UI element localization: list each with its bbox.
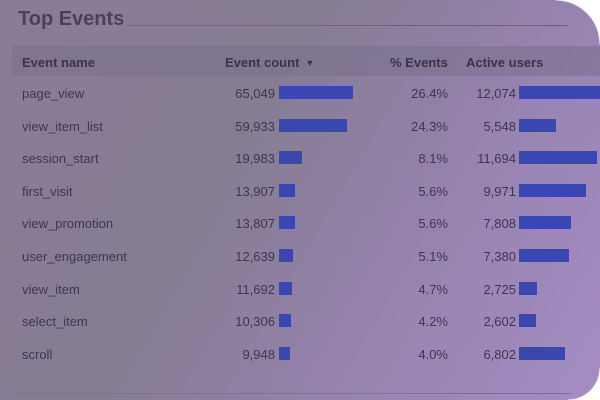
frame-corner: [556, 0, 600, 44]
active-users-cell: 12,074: [476, 86, 516, 101]
table-bottom-divider: [12, 393, 572, 394]
event-count-bar: [279, 281, 292, 295]
active-users-bar: [519, 118, 556, 132]
table-row[interactable]: view_promotion 13,807 5.6% 7,808: [0, 208, 600, 240]
event-name-cell: scroll: [22, 346, 53, 362]
event-name-cell: page_view: [22, 86, 85, 101]
active-users-bar: [519, 183, 586, 197]
pct-events-cell: 5.1%: [418, 249, 448, 264]
event-count-cell: 12,639: [235, 249, 275, 264]
event-count-cell: 13,907: [235, 183, 275, 199]
header-event-count[interactable]: Event count ▼: [225, 55, 314, 70]
event-count-cell: 19,983: [235, 151, 275, 167]
pct-events-cell: 5.6%: [418, 216, 448, 232]
pct-events-cell: 4.7%: [418, 281, 448, 297]
active-users-bar: [519, 151, 597, 165]
frame-corner: [568, 368, 600, 400]
pct-events-cell: 4.2%: [418, 314, 448, 330]
header-event-count-label: Event count: [225, 55, 300, 70]
event-name-cell: view_item: [22, 281, 80, 297]
table-row[interactable]: select_item 10,306 4.2% 2,602: [0, 306, 600, 338]
active-users-cell: 5,548: [483, 118, 516, 134]
event-count-cell: 10,306: [235, 314, 275, 330]
table-header: [12, 46, 600, 76]
active-users-cell: 6,802: [483, 346, 516, 362]
active-users-cell: 2,725: [483, 281, 516, 297]
table-row[interactable]: first_visit 13,907 5.6% 9,971: [0, 176, 600, 208]
event-count-bar: [279, 314, 291, 328]
event-count-cell: 59,933: [235, 118, 275, 134]
event-count-bar: [279, 346, 290, 360]
event-count-bar: [279, 249, 293, 262]
active-users-bar: [519, 86, 600, 99]
pct-events-cell: 5.6%: [418, 183, 448, 199]
event-count-bar: [279, 118, 347, 132]
event-count-bar: [279, 183, 295, 197]
active-users-cell: 9,971: [483, 183, 516, 199]
active-users-cell: 7,808: [483, 216, 516, 232]
event-count-cell: 11,692: [236, 281, 275, 297]
event-count-cell: 9,948: [242, 346, 275, 362]
sort-descending-icon: ▼: [305, 58, 315, 68]
event-count-bar: [279, 151, 302, 165]
pct-events-cell: 4.0%: [418, 346, 448, 362]
header-pct-events[interactable]: % Events: [390, 55, 448, 70]
table-row[interactable]: view_item_list 59,933 24.3% 5,548: [0, 111, 600, 143]
active-users-bar: [519, 216, 571, 230]
event-name-cell: select_item: [22, 314, 88, 330]
event-name-cell: user_engagement: [22, 249, 127, 264]
header-event-name[interactable]: Event name: [22, 55, 95, 70]
event-count-bar: [279, 216, 295, 230]
table-row[interactable]: scroll 9,948 4.0% 6,802: [0, 339, 600, 371]
active-users-cell: 2,602: [483, 314, 516, 330]
event-count-cell: 65,049: [235, 86, 275, 101]
event-name-cell: first_visit: [22, 183, 73, 199]
active-users-bar: [519, 346, 565, 360]
active-users-bar: [519, 281, 537, 295]
table-row[interactable]: session_start 19,983 8.1% 11,694: [0, 143, 600, 175]
active-users-cell: 7,380: [483, 249, 516, 264]
pct-events-cell: 24.3%: [411, 118, 448, 134]
title-divider: [128, 25, 568, 26]
pct-events-cell: 26.4%: [411, 86, 448, 101]
event-name-cell: view_item_list: [22, 118, 103, 134]
active-users-cell: 11,694: [477, 151, 516, 167]
table-row[interactable]: page_view 65,049 26.4% 12,074: [0, 78, 600, 110]
pct-events-cell: 8.1%: [418, 151, 448, 167]
event-count-bar: [279, 86, 353, 99]
header-active-users[interactable]: Active users: [466, 55, 544, 70]
table-row[interactable]: view_item 11,692 4.7% 2,725: [0, 274, 600, 306]
card-title: Top Events: [18, 8, 125, 30]
table-row[interactable]: user_engagement 12,639 5.1% 7,380: [0, 241, 600, 273]
event-count-cell: 13,807: [235, 216, 275, 232]
active-users-bar: [519, 314, 536, 328]
event-name-cell: view_promotion: [22, 216, 114, 232]
active-users-bar: [519, 249, 569, 262]
event-name-cell: session_start: [22, 151, 99, 167]
